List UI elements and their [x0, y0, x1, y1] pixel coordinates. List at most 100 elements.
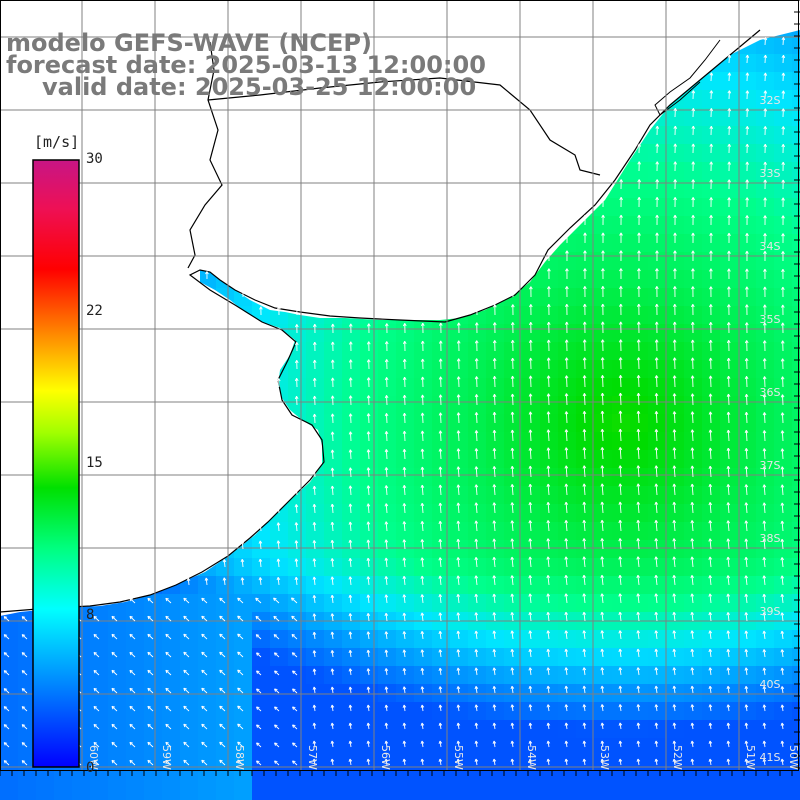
field-cell [738, 90, 757, 109]
field-cell [702, 486, 721, 505]
wind-arrow [763, 179, 767, 190]
wind-arrow [691, 214, 695, 226]
field-cell [612, 558, 631, 577]
field-cell [630, 576, 649, 595]
field-cell [648, 630, 667, 649]
field-cell [792, 36, 800, 55]
wind-arrow [420, 340, 425, 352]
wind-arrow [564, 303, 569, 316]
wind-arrow [727, 268, 731, 280]
field-cell [720, 522, 739, 541]
field-cell [540, 774, 559, 793]
wind-arrow [654, 357, 659, 370]
field-cell [252, 756, 271, 775]
field-cell [288, 648, 307, 667]
field-cell [522, 504, 541, 523]
field-cell [792, 594, 800, 613]
field-cell [576, 378, 595, 397]
field-cell [576, 414, 595, 433]
wind-arrow [637, 268, 641, 280]
field-cell [504, 774, 523, 793]
field-cell [720, 72, 739, 91]
field-cell [666, 180, 685, 199]
wind-arrow [564, 321, 569, 334]
field-cell [756, 36, 775, 55]
lagoon-outline [654, 39, 721, 116]
field-cell [648, 360, 667, 379]
field-cell [378, 630, 397, 649]
field-cell [18, 792, 37, 800]
field-cell [720, 342, 739, 361]
wind-arrow [708, 304, 713, 316]
field-cell [684, 270, 703, 289]
wind-arrow [546, 339, 551, 352]
field-cell [720, 756, 739, 775]
field-cell [576, 684, 595, 703]
field-cell [504, 414, 523, 433]
field-cell [198, 648, 217, 667]
field-cell [396, 432, 415, 451]
field-cell [522, 450, 541, 469]
field-cell [396, 594, 415, 613]
field-cell [360, 468, 379, 487]
field-cell [792, 126, 800, 145]
wind-arrow [709, 108, 714, 118]
field-cell [738, 414, 757, 433]
field-cell [702, 468, 721, 487]
field-cell [576, 342, 595, 361]
field-cell [450, 630, 469, 649]
wind-arrow [762, 358, 767, 370]
field-cell [378, 504, 397, 523]
field-cell [792, 504, 800, 523]
field-cell [774, 432, 793, 451]
field-cell [558, 468, 577, 487]
field-cell [144, 594, 163, 613]
field-cell [252, 648, 271, 667]
field-cell [450, 342, 469, 361]
field-cell [342, 504, 361, 523]
field-cell [306, 630, 325, 649]
wind-arrow [690, 304, 695, 316]
field-cell [630, 756, 649, 775]
field-cell [666, 216, 685, 235]
wind-arrow [348, 341, 353, 352]
field-cell [594, 450, 613, 469]
field-cell [756, 198, 775, 217]
wind-arrow [709, 250, 713, 262]
field-cell [522, 522, 541, 541]
wind-arrow [745, 54, 750, 64]
wind-arrow [673, 214, 677, 226]
field-cell [684, 144, 703, 163]
field-cell [612, 342, 631, 361]
field-cell [648, 414, 667, 433]
field-cell [216, 558, 235, 577]
field-cell [612, 234, 631, 253]
field-cell [540, 702, 559, 721]
field-cell [324, 396, 343, 415]
wind-arrow [745, 90, 750, 100]
field-cell [54, 792, 73, 800]
field-cell [0, 684, 19, 703]
field-cell [252, 540, 271, 559]
latitude-label: 34S [760, 240, 781, 253]
field-cell [540, 414, 559, 433]
wind-arrow [763, 90, 768, 100]
field-cell [648, 504, 667, 523]
wind-arrow [528, 304, 533, 316]
field-cell [756, 180, 775, 199]
field-cell [306, 792, 325, 800]
field-cell [432, 522, 451, 541]
field-cell [252, 702, 271, 721]
field-cell [306, 666, 325, 685]
wind-arrow [312, 377, 317, 388]
field-cell [396, 396, 415, 415]
wind-arrow [582, 303, 587, 316]
field-cell [774, 450, 793, 469]
wind-arrow [763, 126, 768, 136]
field-cell [270, 522, 289, 541]
wind-arrow [259, 306, 263, 316]
field-cell [684, 414, 703, 433]
wind-arrow [510, 357, 515, 370]
wind-arrow [690, 357, 695, 370]
field-cell [450, 666, 469, 685]
